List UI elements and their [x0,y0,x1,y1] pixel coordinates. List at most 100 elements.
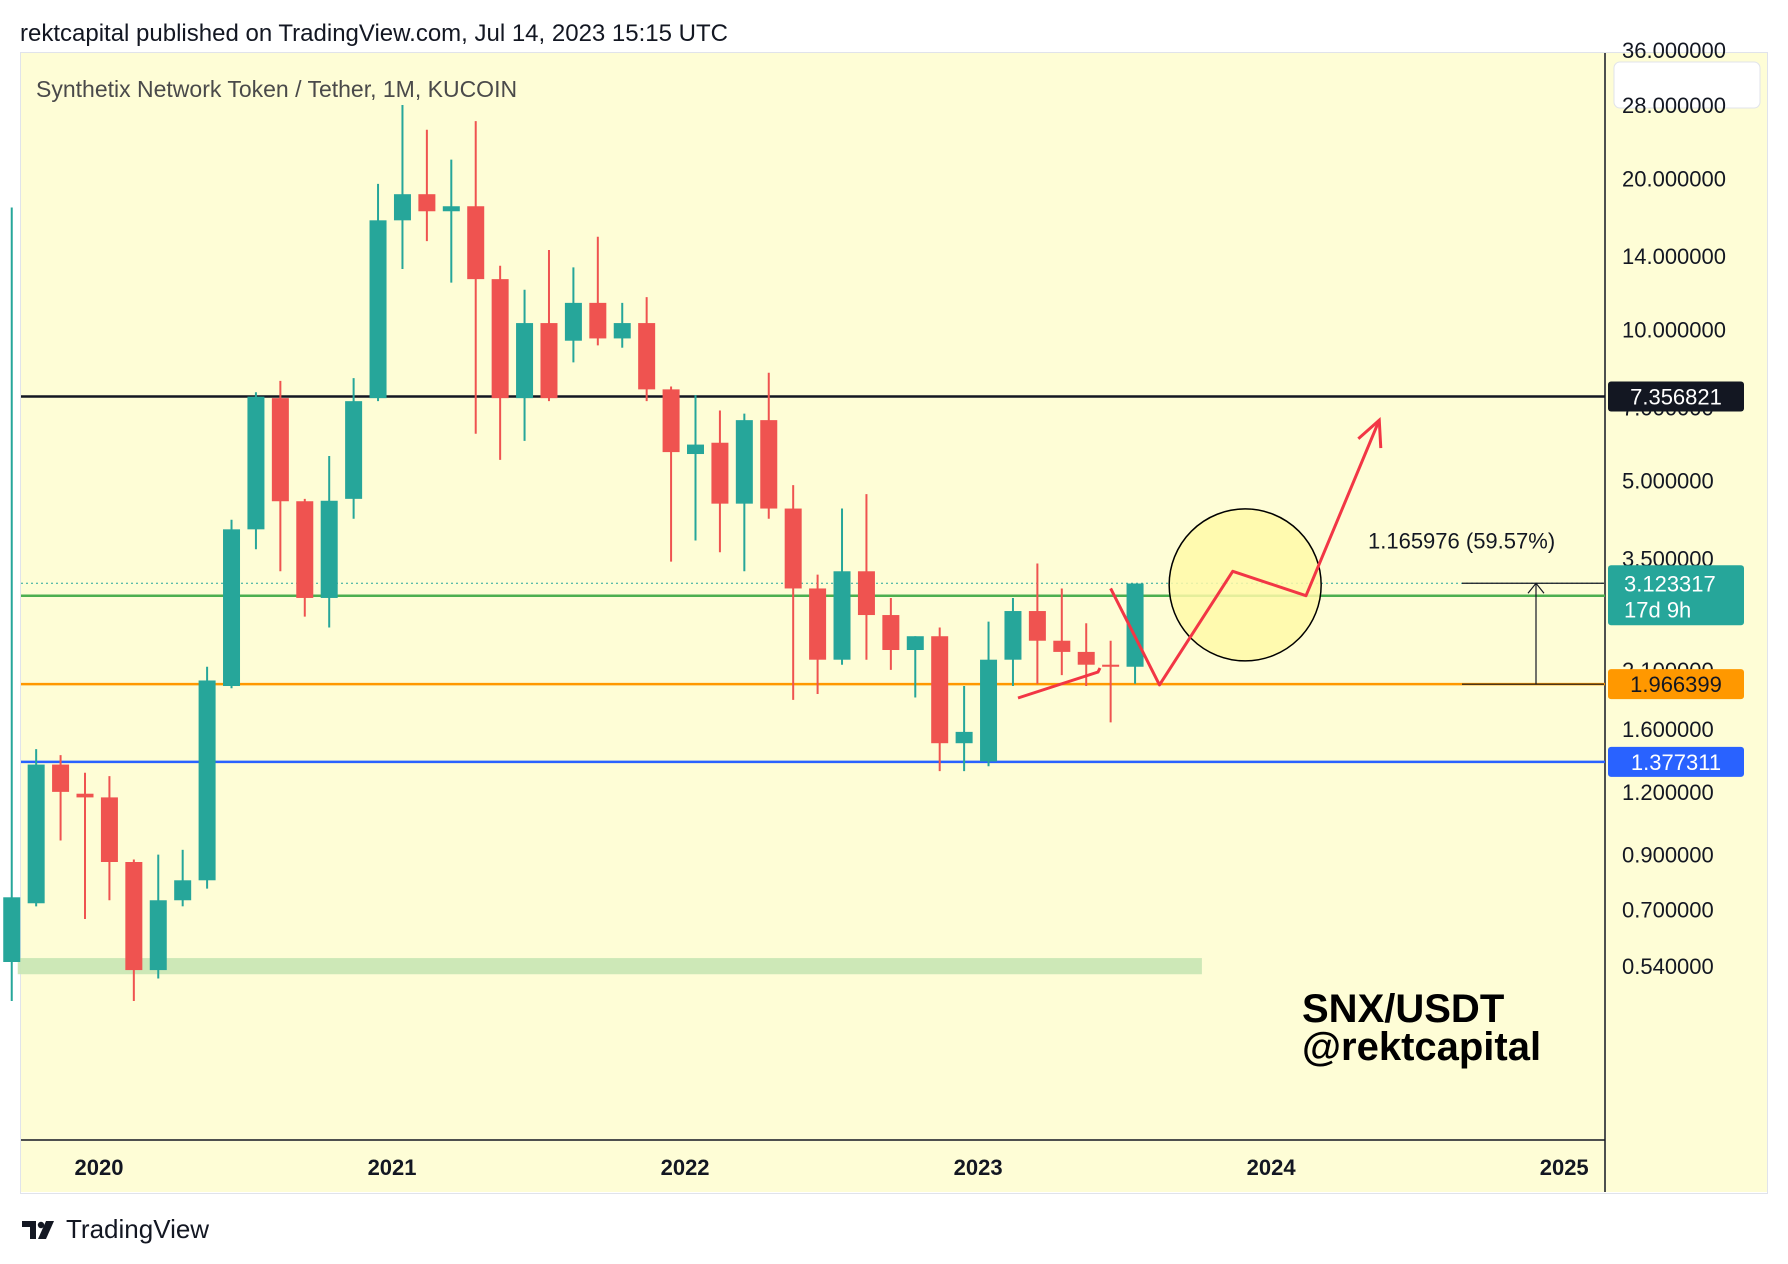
candle[interactable] [540,250,558,402]
chart-frame[interactable] [20,52,1768,1194]
tradingview-footer[interactable]: TradingView [22,1214,209,1245]
candle[interactable] [369,183,387,402]
candle-body [174,880,192,901]
price-axis-label-bg [1608,669,1744,700]
candle-body [638,323,656,390]
candle[interactable] [100,776,118,901]
candle[interactable] [418,129,436,242]
candle-body [247,396,265,530]
candle-body [980,659,998,762]
candle-body [882,615,900,651]
price-axis-label-text: 1.377311 [1631,750,1721,775]
candle[interactable] [1028,563,1046,684]
candle[interactable] [760,372,778,519]
candle-body [27,764,45,904]
candle[interactable] [638,297,656,402]
projection-start-segment[interactable] [1017,667,1102,700]
watermark-handle: @rektcapital [1302,1025,1541,1069]
candle-body [100,797,118,863]
candle[interactable] [687,395,704,541]
x-axis-tick-label: 2025 [1540,1155,1589,1180]
y-axis-tick-label: 0.900000 [1622,843,1714,868]
candle-body [760,420,778,509]
candle[interactable] [735,413,753,572]
candle[interactable] [857,494,875,660]
candle[interactable] [955,686,973,772]
candle[interactable] [125,859,143,1001]
candle[interactable] [784,485,802,700]
candle-body [1028,611,1046,641]
candle-body [198,680,216,881]
highlight-circle[interactable] [1168,508,1322,662]
candle-body [52,764,70,792]
candle[interactable] [1004,597,1022,687]
y-axis-tick-label: 36.000000 [1622,38,1726,63]
price-axis-label: 1.377311 [1608,746,1744,777]
candle[interactable] [662,386,680,562]
candle-body [491,279,509,399]
candle[interactable] [931,627,949,772]
candle[interactable] [271,380,289,572]
candle[interactable] [52,755,70,841]
candle[interactable] [1102,640,1120,723]
y-axis-tick-label: 10.000000 [1622,318,1726,343]
top-right-placeholder-box[interactable] [1613,61,1761,109]
candle[interactable] [149,854,167,979]
candle-body [809,588,827,660]
candle[interactable] [223,519,241,689]
candle[interactable] [613,302,631,348]
candle[interactable] [3,207,21,1001]
candle[interactable] [174,849,192,907]
candle[interactable] [296,498,314,617]
price-axis-label: 1.966399 [1608,669,1744,700]
candle-body [393,194,411,221]
candle-body [711,442,729,504]
candle-body [1053,640,1071,652]
candle[interactable] [589,236,607,346]
candle-body [833,571,851,660]
candle-body [613,323,631,339]
candle[interactable] [564,267,582,363]
y-axis-tick-label: 14.000000 [1622,244,1726,269]
candle-body [540,323,558,399]
candle-body [223,529,241,687]
candle[interactable] [393,105,411,269]
candle[interactable] [27,749,45,907]
candle[interactable] [198,666,216,889]
candle[interactable] [711,410,729,553]
candle[interactable] [491,265,509,460]
candle[interactable] [247,392,265,550]
measure-label: 1.165976 (59.57%) [1368,528,1555,553]
projection-arrowhead [1357,416,1383,449]
candle-body [76,793,94,798]
tradingview-brand-text: TradingView [66,1214,210,1244]
price-axis-label-text: 7.356821 [1630,384,1722,409]
candle-body [271,398,289,502]
candle[interactable] [1053,588,1071,676]
candle[interactable] [467,121,485,434]
support-zone [17,958,1202,975]
candle[interactable] [516,289,534,441]
candle-body [296,501,314,598]
candle-body [1077,651,1095,665]
candle[interactable] [980,621,998,767]
candle[interactable] [882,597,900,670]
candle[interactable] [442,159,460,283]
y-axis-tick-label: 0.540000 [1622,954,1714,979]
candle-body [906,636,924,651]
y-axis-tick-label: 1.600000 [1622,717,1714,742]
candle[interactable] [833,508,851,665]
measure-arrow [1527,582,1545,594]
candle[interactable] [320,455,338,628]
candle[interactable] [76,772,94,919]
candle-body [125,862,143,971]
x-axis-tick-label: 2021 [368,1155,417,1180]
projection-path[interactable] [1109,419,1381,687]
candle-body [784,508,802,589]
candle[interactable] [906,636,924,698]
x-axis-tick-label: 2020 [75,1155,124,1180]
candle[interactable] [809,574,827,694]
candle[interactable] [345,378,363,519]
